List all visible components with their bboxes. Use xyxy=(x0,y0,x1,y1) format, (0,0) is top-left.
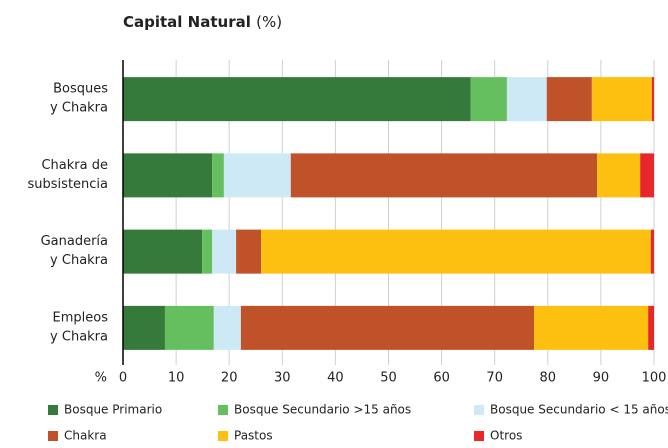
y-tick-line: Ganadería xyxy=(41,234,108,249)
legend-label: Bosque Primario xyxy=(64,403,162,417)
x-tick-label: 60 xyxy=(433,371,450,386)
bar-segment xyxy=(506,77,547,122)
y-tick-label: Bosques y Chakra xyxy=(50,81,108,115)
legend-swatch xyxy=(218,405,228,415)
bar-segment xyxy=(470,77,507,122)
x-tick-label: 100 xyxy=(642,371,667,386)
bar-segment xyxy=(123,153,213,198)
x-tick-label: 80 xyxy=(540,371,557,386)
legend-swatch xyxy=(474,431,484,441)
x-axis-unit: % xyxy=(95,371,107,386)
bar-segment xyxy=(648,305,654,350)
x-tick-label: 0 xyxy=(119,371,127,386)
bar-segment xyxy=(591,77,652,122)
y-tick-label: Empleos y Chakra xyxy=(50,310,108,344)
bar-segment xyxy=(212,153,224,198)
x-tick-label: 40 xyxy=(327,371,344,386)
y-tick-line: Empleos xyxy=(53,310,109,325)
bar-segment xyxy=(202,229,213,274)
x-tick-label: 50 xyxy=(380,371,397,386)
legend-swatch xyxy=(48,431,58,441)
bar-segment xyxy=(650,229,654,274)
bar-segment xyxy=(290,153,598,198)
bar-segment xyxy=(223,153,291,198)
x-tick-label: 10 xyxy=(168,371,185,386)
y-tick-label: Ganadería y Chakra xyxy=(41,234,108,268)
bar-segment xyxy=(651,77,654,122)
bar-segment xyxy=(533,305,649,350)
x-tick-label: 20 xyxy=(221,371,238,386)
bar-segment xyxy=(546,77,592,122)
legend-label: Pastos xyxy=(234,429,273,443)
legend-swatch xyxy=(218,431,228,441)
legend-swatch xyxy=(474,405,484,415)
title-main: Capital Natural xyxy=(123,13,251,31)
bar-segment xyxy=(261,229,651,274)
bar-segment xyxy=(164,305,214,350)
legend-label: Bosque Secundario >15 años xyxy=(234,403,411,417)
bar-segment xyxy=(236,229,262,274)
y-tick-line: subsistencia xyxy=(28,176,108,191)
bar-segment xyxy=(123,229,203,274)
bar-segment xyxy=(123,77,471,122)
bar-segment xyxy=(123,305,165,350)
title-unit: (%) xyxy=(256,13,282,31)
bar-segment xyxy=(212,229,237,274)
legend-label: Bosque Secundario < 15 años xyxy=(490,403,668,417)
x-tick-label: 70 xyxy=(486,371,503,386)
chart-title: Capital Natural (%) xyxy=(123,13,282,31)
x-tick-label: 30 xyxy=(274,371,291,386)
x-tick-label: 90 xyxy=(593,371,610,386)
y-tick-line: Bosques xyxy=(53,81,108,96)
bar-segment xyxy=(240,305,534,350)
y-tick-line: y Chakra xyxy=(50,253,108,268)
bar-segment xyxy=(213,305,241,350)
bar-segment xyxy=(640,153,654,198)
legend-label: Otros xyxy=(490,429,522,443)
y-tick-label: Chakra de subsistencia xyxy=(28,157,108,191)
y-tick-line: y Chakra xyxy=(50,100,108,115)
y-tick-line: y Chakra xyxy=(50,329,108,344)
legend-label: Chakra xyxy=(64,429,107,443)
bar-segment xyxy=(597,153,641,198)
legend-swatch xyxy=(48,405,58,415)
y-tick-line: Chakra de xyxy=(41,157,108,172)
